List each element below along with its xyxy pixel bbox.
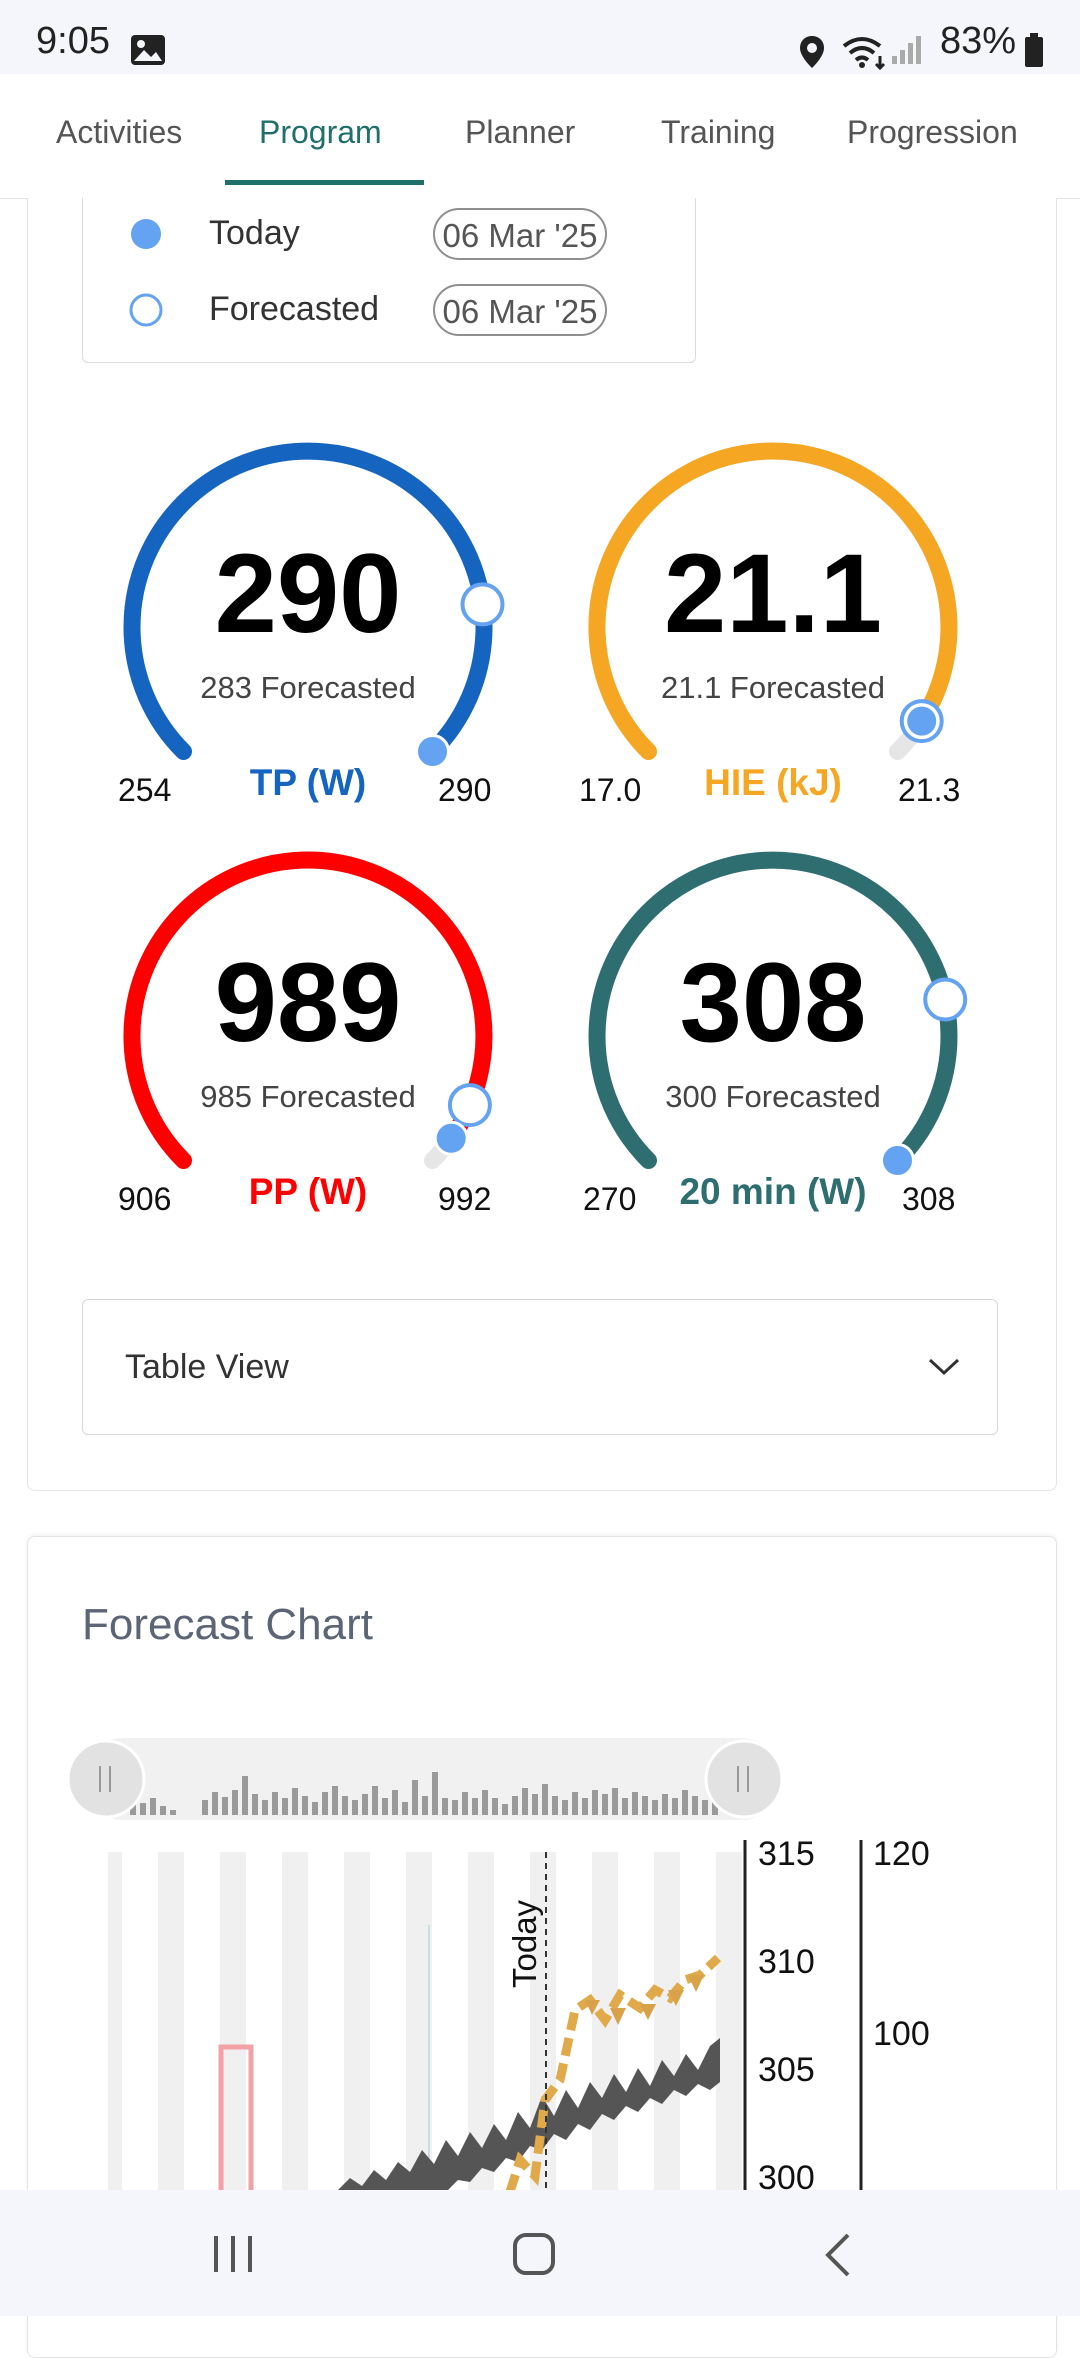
tab-planner[interactable]: Planner [465, 114, 576, 150]
pp-title: PP (W) [248, 1171, 368, 1212]
chart-highlight-bar [218, 2044, 254, 2190]
tp-max: 290 [438, 772, 492, 808]
y-tick-315: 315 [758, 1835, 815, 1873]
active-tab-indicator [225, 180, 424, 185]
battery-percentage: 83% [939, 20, 1016, 62]
hie-min: 17.0 [579, 772, 642, 808]
twenty-min-title: 20 min (W) [679, 1171, 867, 1212]
hie-max: 21.3 [898, 772, 961, 808]
status-time: 9:05 [36, 20, 110, 62]
forecasted-date-pill: 06 Mar '25 [433, 284, 607, 336]
forecast-series-line [505, 1954, 722, 2190]
today-date-pill: 06 Mar '25 [433, 208, 607, 260]
pp-forecast-marker [447, 1083, 492, 1128]
tab-program[interactable]: Program [259, 114, 382, 150]
table-view-accordion[interactable]: Table View [82, 1299, 998, 1435]
hie-title: HIE (kJ) [704, 762, 842, 803]
recent-apps-icon[interactable] [212, 2234, 254, 2274]
tab-activities[interactable]: Activities [56, 114, 183, 150]
twenty-min-max: 308 [902, 1181, 956, 1217]
table-view-label: Table View [125, 1348, 289, 1386]
tp-title: TP (W) [249, 762, 367, 803]
back-icon[interactable] [822, 2232, 852, 2278]
y2-tick-100: 100 [873, 2015, 930, 2053]
twenty-min-today-marker [880, 1143, 915, 1178]
forecast-chart: Today 315 310 305 300 120 100 [66, 1738, 930, 2190]
forecast-dot-icon [129, 293, 163, 327]
gallery-icon [131, 35, 165, 65]
home-icon[interactable] [512, 2232, 556, 2276]
gauges-graphic [123, 442, 968, 1178]
tp-today-marker [415, 734, 450, 769]
today-dot-icon [131, 219, 161, 249]
forecast-series-markers [585, 1975, 704, 2025]
forecast-chart-title: Forecast Chart [82, 1600, 373, 1649]
hie-value: 21.1 [664, 531, 882, 656]
hie-gauge-arc [588, 442, 958, 760]
twenty-min-forecast-marker [923, 977, 968, 1022]
twenty-min-value: 308 [679, 940, 867, 1065]
chart-background-bands [108, 1852, 742, 2190]
hie-today-marker [904, 703, 940, 739]
system-nav-bar [0, 2190, 1080, 2316]
location-icon [800, 36, 824, 68]
twenty-min-forecast: 300 Forecasted [665, 1079, 881, 1114]
pp-value: 989 [214, 940, 402, 1065]
range-selector[interactable] [66, 1738, 784, 1820]
legend-today-label: Today [209, 214, 300, 252]
pp-min: 906 [118, 1181, 172, 1217]
tp-history-band [338, 2038, 720, 2190]
wifi-icon [842, 37, 886, 70]
tp-min: 254 [118, 772, 172, 808]
pp-gauge-arc [123, 851, 493, 1169]
today-marker-label: Today [506, 1899, 543, 1988]
tp-gauge-arc [123, 442, 493, 760]
signal-icon [892, 36, 921, 64]
pp-forecast: 985 Forecasted [200, 1079, 416, 1114]
status-bar: 9:05 83% [0, 0, 1080, 74]
pp-max: 992 [438, 1181, 492, 1217]
legend-forecasted-label: Forecasted [209, 290, 380, 328]
gauges-card [27, 198, 1057, 1491]
y-tick-305: 305 [758, 2051, 815, 2089]
tp-forecast: 283 Forecasted [200, 670, 416, 705]
twenty-min-gauge-arc [588, 851, 958, 1169]
chevron-down-icon [928, 1358, 960, 1376]
range-handle-left[interactable] [66, 1739, 146, 1819]
tab-progression[interactable]: Progression [847, 114, 1018, 150]
tab-bar: Activities Program Planner Training Prog… [0, 74, 1080, 199]
twenty-min-min: 270 [583, 1181, 637, 1217]
range-handle-right[interactable] [704, 1739, 784, 1819]
battery-icon [1025, 33, 1043, 67]
pp-today-marker [433, 1120, 469, 1156]
tp-forecast-marker [460, 582, 505, 627]
hie-forecast: 21.1 Forecasted [660, 670, 886, 705]
y-tick-300: 300 [758, 2159, 815, 2190]
y-tick-310: 310 [758, 1943, 815, 1981]
tp-value: 290 [214, 531, 402, 656]
tab-training[interactable]: Training [661, 114, 776, 150]
y2-tick-120: 120 [873, 1835, 930, 1873]
